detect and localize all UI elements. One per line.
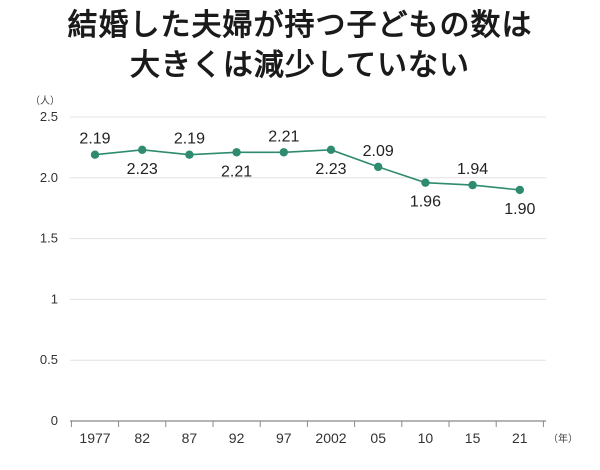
data-point [232,148,241,157]
data-point [326,145,336,155]
data-label: 2.09 [363,143,394,160]
y-tick-label: 0 [51,413,58,428]
data-point [90,150,100,159]
data-point [515,185,524,195]
data-label: 2.21 [268,128,299,145]
x-tick-label: 1977 [79,430,110,446]
label-layer: 2.19 2.23 2.19 2.21 2.21 2.23 2.09 1.96 1.94 1.90 [79,128,535,218]
chart-title: 結婚した夫婦が持つ子どもの数は 大きくは減少していない [0,6,600,86]
data-point [185,150,194,159]
x-tick-label: 21 [512,430,528,446]
x-tick-label: 82 [134,430,150,446]
chart-title-line-2: 大きくは減少していない [129,48,471,83]
x-tick-label: 97 [276,430,292,446]
data-label: 2.19 [174,131,205,148]
data-label: 2.21 [221,163,252,180]
grid-layer [70,116,546,422]
y-tick-label: 1.5 [40,231,58,246]
data-point [468,180,477,190]
x-tick-label: 2002 [315,430,346,446]
x-tick-label: 15 [465,430,481,446]
axis-layer: 0 0.5 1 1.5 2.0 2.5 （人） 1977 82 87 92 97 2002 05 10 15 2… [30,95,578,446]
x-unit-label: （年） [548,432,578,445]
y-tick-label: 2.5 [40,109,58,124]
x-tick-label: 10 [418,430,434,446]
y-unit-label: （人） [30,95,60,107]
data-point [374,162,383,172]
y-tick-label: 2.0 [40,170,58,185]
data-label: 2.23 [315,161,346,178]
data-label: 2.19 [79,131,110,148]
x-tick-label: 05 [370,430,386,446]
series-layer [90,145,524,195]
data-point [279,148,288,157]
data-label: 1.90 [504,201,535,218]
data-point [138,145,147,155]
x-tick-label: 92 [229,430,245,446]
y-tick-label: 0.5 [40,352,58,367]
data-point [421,178,430,187]
data-label: 1.94 [457,161,488,178]
data-label: 2.23 [127,161,158,178]
x-tick-label: 87 [182,430,198,446]
y-tick-label: 1 [51,291,58,306]
data-label: 1.96 [410,194,441,211]
chart-title-line-1: 結婚した夫婦が持つ子どもの数は [67,8,533,43]
series-line [94,149,520,191]
